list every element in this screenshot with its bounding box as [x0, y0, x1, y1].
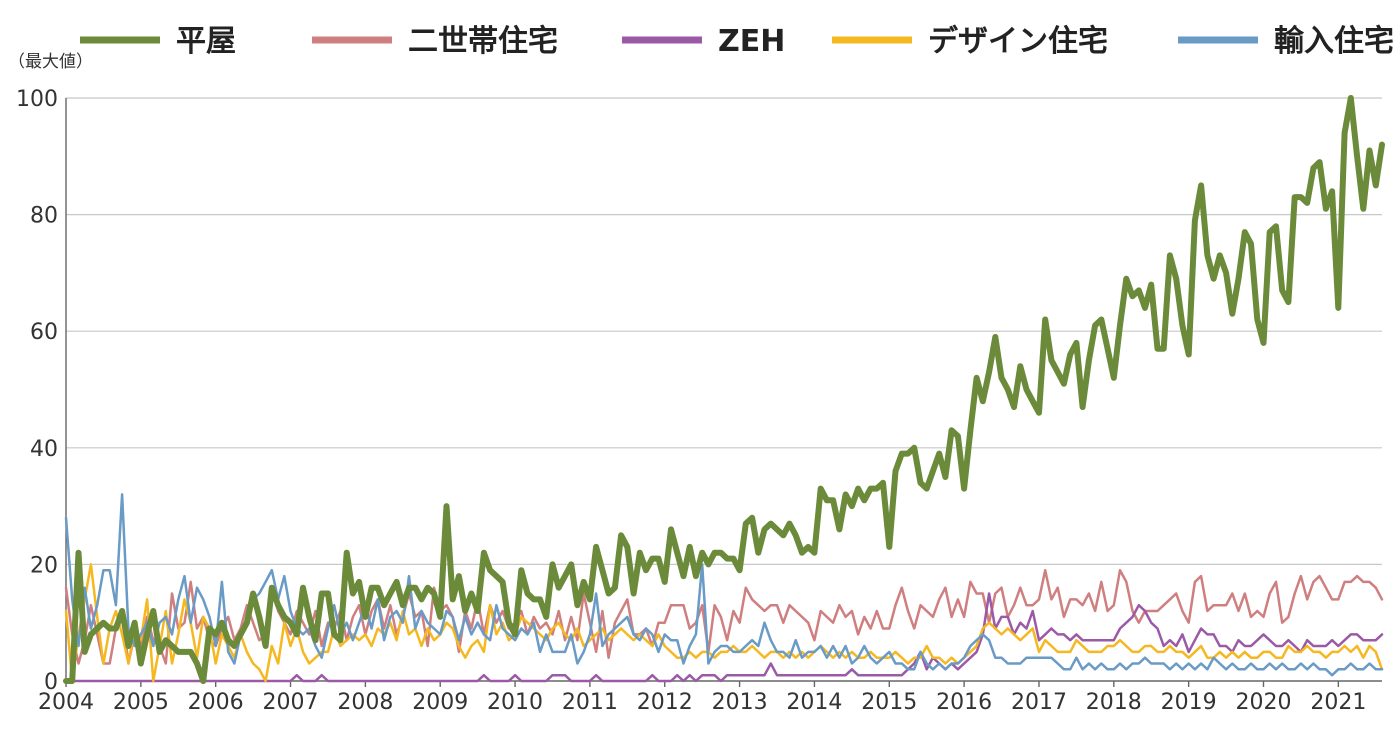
x-tick-label-2016: 2016 [936, 690, 992, 715]
y-tick-label-80: 80 [30, 204, 58, 229]
y-axis-unit-label: （最大値） [8, 52, 93, 72]
y-tick-label-40: 40 [30, 437, 58, 462]
legend-label-1: 二世帯住宅 [408, 24, 558, 59]
legend-label-0: 平屋 [176, 24, 236, 59]
x-tick-label-2020: 2020 [1235, 690, 1291, 715]
y-tick-label-60: 60 [30, 320, 58, 345]
grid [65, 97, 1382, 682]
x-tick-label-2014: 2014 [786, 690, 842, 715]
x-tick-label-2015: 2015 [861, 690, 917, 715]
legend-label-3: デザイン住宅 [928, 24, 1108, 59]
x-tick-label-2011: 2011 [562, 690, 618, 715]
x-tick-label-2018: 2018 [1086, 690, 1142, 715]
x-tick-label-2019: 2019 [1161, 690, 1217, 715]
series-line-2 [64, 592, 1384, 683]
series-line-3 [64, 563, 1384, 683]
y-tick-label-0: 0 [44, 670, 58, 695]
y-tick-label-100: 100 [16, 87, 58, 112]
x-tick-label-2006: 2006 [188, 690, 244, 715]
y-axis-ticks: 0 20 40 60 80 100 [16, 87, 58, 695]
x-tick-label-2013: 2013 [712, 690, 768, 715]
y-tick-label-20: 20 [30, 553, 58, 578]
x-tick-label-2010: 2010 [487, 690, 543, 715]
x-axis-ticks: 2004 2005 2006 2007 2008 2009 2010 2011 2012 2013… [38, 681, 1366, 715]
series-line-0 [63, 95, 1385, 684]
series-line-4 [64, 493, 1384, 677]
x-tick-label-2008: 2008 [337, 690, 393, 715]
x-tick-label-2009: 2009 [412, 690, 468, 715]
x-tick-label-2005: 2005 [113, 690, 169, 715]
x-tick-label-2017: 2017 [1011, 690, 1067, 715]
series-lines [63, 95, 1385, 684]
x-tick-label-2007: 2007 [263, 690, 319, 715]
legend-label-2: ZEH [718, 24, 785, 59]
legend: 平屋 二世帯住宅 ZEH デザイン住宅 輸入住宅 [80, 24, 1394, 59]
legend-label-4: 輸入住宅 [1274, 24, 1394, 59]
x-tick-label-2021: 2021 [1310, 690, 1366, 715]
x-tick-label-2004: 2004 [38, 690, 94, 715]
x-tick-label-2012: 2012 [637, 690, 693, 715]
